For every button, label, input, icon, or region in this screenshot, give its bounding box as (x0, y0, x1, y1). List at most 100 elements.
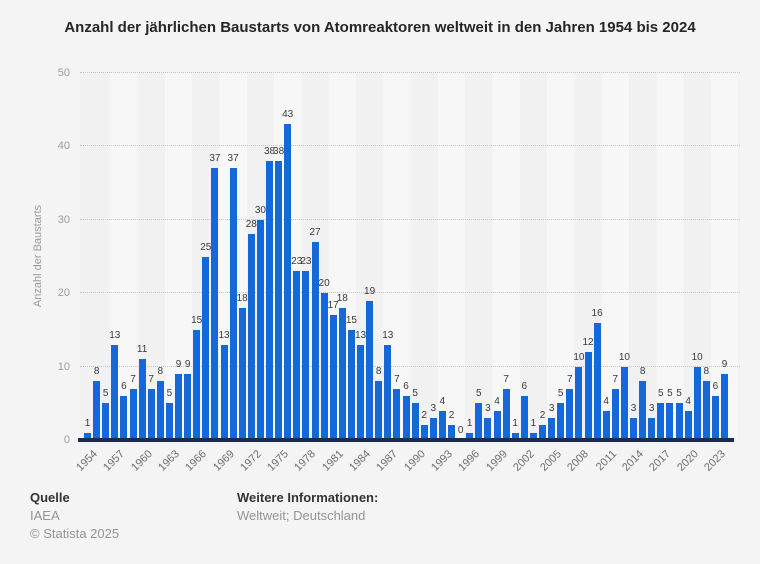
bar-1993[interactable] (438, 410, 446, 440)
bar-2009[interactable] (584, 351, 592, 440)
bar-2003[interactable] (529, 432, 537, 440)
bar-1965[interactable] (184, 373, 192, 440)
y-tick-50: 50 (57, 67, 70, 79)
bar-1954[interactable] (84, 432, 91, 440)
bar-1999[interactable] (493, 410, 501, 440)
bar-value-1954: 1 (84, 417, 91, 429)
x-tick-1984: 1984 (347, 448, 373, 474)
bar-value-1962: 8 (157, 366, 164, 378)
y-tick-40: 40 (57, 140, 70, 153)
bar-2014[interactable] (630, 417, 637, 440)
bar-value-2024: 9 (721, 358, 728, 370)
info-value: Weltweit; Deutschland (237, 508, 366, 523)
bar-2024[interactable] (721, 373, 728, 440)
bar-1968[interactable] (211, 168, 219, 440)
bar-2012[interactable] (611, 388, 619, 440)
bar-1974[interactable] (266, 161, 273, 440)
bar-value-1989: 6 (403, 380, 409, 392)
bar-1960[interactable] (138, 359, 146, 440)
bar-2015[interactable] (639, 381, 647, 440)
bar-value-2009: 12 (582, 336, 594, 348)
bar-1986[interactable] (375, 381, 383, 440)
bar-1978[interactable] (302, 271, 310, 440)
bar-2022[interactable] (702, 381, 710, 440)
bar-1964[interactable] (175, 373, 182, 440)
bar-value-1988: 7 (394, 373, 400, 385)
bar-2023[interactable] (711, 395, 719, 440)
bar-2011[interactable] (602, 410, 610, 440)
y-tick-30: 30 (57, 213, 70, 226)
bar-1959[interactable] (129, 388, 137, 440)
x-tick-2011: 2011 (593, 448, 619, 474)
bar-2005[interactable] (548, 417, 556, 440)
bar-2000[interactable] (502, 388, 510, 440)
bar-2013[interactable] (620, 366, 628, 440)
x-tick-1996: 1996 (456, 448, 483, 474)
bar-value-2011: 4 (603, 395, 609, 407)
bar-1983[interactable] (347, 329, 355, 440)
bar-2008[interactable] (575, 366, 583, 440)
x-tick-1993: 1993 (429, 448, 455, 474)
bar-1989[interactable] (402, 395, 410, 440)
bar-1961[interactable] (147, 388, 155, 440)
y-tick-0: 0 (63, 434, 70, 446)
bar-1980[interactable] (320, 293, 328, 440)
bar-value-1990: 5 (412, 388, 418, 400)
plot-area: 1 8 5 13 6 7 11 7 8 5 9 9 15 25 37 13 37 18 28 30 38 38 43 23 23… (80, 72, 740, 440)
bar-2010[interactable] (593, 322, 601, 440)
bar-1962[interactable] (156, 381, 164, 440)
bar-1997[interactable] (475, 403, 483, 440)
bar-value-2003: 1 (530, 417, 537, 429)
bar-1991[interactable] (420, 425, 428, 440)
bar-2007[interactable] (566, 388, 574, 440)
bar-1990[interactable] (411, 403, 419, 440)
bar-1956[interactable] (102, 403, 110, 440)
bar-2020[interactable] (684, 410, 692, 440)
bar-1970[interactable] (229, 168, 237, 440)
bar-2016[interactable] (648, 417, 656, 440)
bar-1985[interactable] (366, 300, 374, 440)
x-tick-1975: 1975 (265, 448, 292, 474)
bar-value-2020: 4 (685, 395, 691, 407)
bar-1988[interactable] (393, 388, 401, 440)
bar-1972[interactable] (247, 234, 255, 440)
bar-1984[interactable] (357, 344, 364, 440)
bar-1977[interactable] (293, 271, 301, 440)
bar-1973[interactable] (256, 219, 264, 440)
x-tick-1963: 1963 (156, 448, 182, 474)
bar-1987[interactable] (384, 344, 392, 440)
bar-2006[interactable] (557, 403, 565, 440)
bar-1981[interactable] (329, 315, 337, 440)
bar-1992[interactable] (429, 417, 437, 440)
bar-2019[interactable] (675, 403, 683, 440)
bar-1957[interactable] (111, 344, 119, 440)
bar-2004[interactable] (539, 425, 546, 440)
bar-1958[interactable] (120, 395, 128, 440)
bar-value-2014: 3 (630, 402, 637, 414)
bar-2021[interactable] (693, 366, 701, 440)
bar-2001[interactable] (511, 432, 519, 440)
bar-1996[interactable] (466, 432, 474, 440)
info-block: Weitere Informationen: Weltweit; Deutsch… (237, 489, 378, 525)
bar-1963[interactable] (165, 403, 173, 440)
bar-1955[interactable] (93, 381, 101, 440)
bar-1982[interactable] (338, 307, 346, 440)
bar-1967[interactable] (202, 256, 210, 440)
bar-2018[interactable] (666, 403, 674, 440)
bar-2002[interactable] (520, 395, 528, 440)
bar-1966[interactable] (193, 329, 201, 440)
bar-1994[interactable] (448, 425, 455, 440)
bar-1979[interactable] (311, 241, 319, 440)
bar-1976[interactable] (284, 124, 292, 440)
bar-value-1974: 38 (263, 146, 276, 158)
bar-value-2010: 16 (591, 307, 603, 319)
bar-1998[interactable] (484, 417, 492, 440)
bar-2017[interactable] (657, 403, 665, 440)
bar-value-1987: 13 (382, 329, 394, 341)
bar-1971[interactable] (238, 307, 246, 440)
bar-value-1993: 4 (439, 395, 446, 407)
bar-1975[interactable] (275, 161, 283, 440)
bar-value-2005: 3 (548, 402, 555, 414)
bar-1969[interactable] (220, 344, 228, 440)
x-tick-2008: 2008 (565, 448, 592, 474)
